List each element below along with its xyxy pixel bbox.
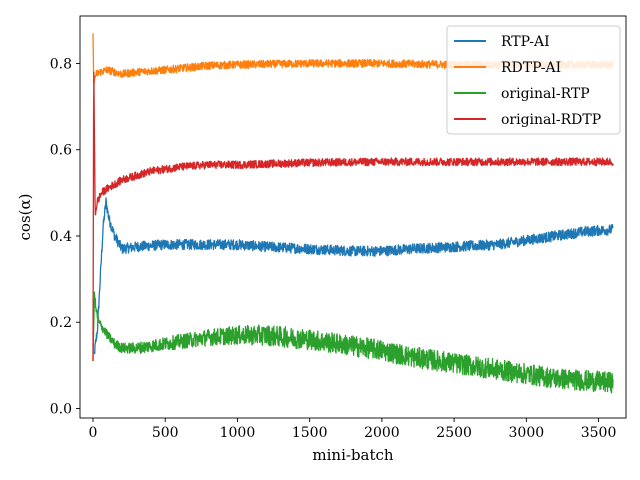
x-axis-label: mini-batch xyxy=(312,446,394,464)
x-axis: 0 500 1000 1500 2000 2500 3000 3500 xyxy=(89,418,617,441)
legend-label: original-RTP xyxy=(501,86,590,102)
series-line-original-rdtp xyxy=(92,71,614,362)
x-tick-label: 0 xyxy=(89,425,98,441)
x-tick-label: 2500 xyxy=(436,425,472,441)
y-tick-label: 0.2 xyxy=(50,315,72,331)
y-tick-label: 0.0 xyxy=(50,402,72,418)
legend-box xyxy=(446,25,621,135)
x-tick-label: 3500 xyxy=(581,425,617,441)
y-tick-label: 0.6 xyxy=(50,143,72,159)
x-tick-label: 3000 xyxy=(509,425,545,441)
legend-label: RTP-AI xyxy=(501,34,550,50)
x-tick-label: 2000 xyxy=(364,425,400,441)
plot-frame xyxy=(79,15,627,419)
y-tick-label: 0.8 xyxy=(50,56,72,72)
y-axis: 0.0 0.2 0.4 0.6 0.8 xyxy=(50,56,80,418)
series-line-original-rtp xyxy=(92,291,614,394)
x-tick-label: 1500 xyxy=(292,425,328,441)
legend-label: RDTP-AI xyxy=(501,60,561,76)
x-tick-label: 1000 xyxy=(220,425,256,441)
legend: RTP-AI RDTP-AI original-RTP original-RDTP xyxy=(446,25,621,135)
series-line-rtp-ai xyxy=(92,197,614,355)
x-tick-label: 500 xyxy=(152,425,179,441)
y-axis-label: cos(α) xyxy=(16,194,34,241)
legend-label: original-RDTP xyxy=(501,112,601,128)
y-tick-label: 0.4 xyxy=(50,229,72,245)
